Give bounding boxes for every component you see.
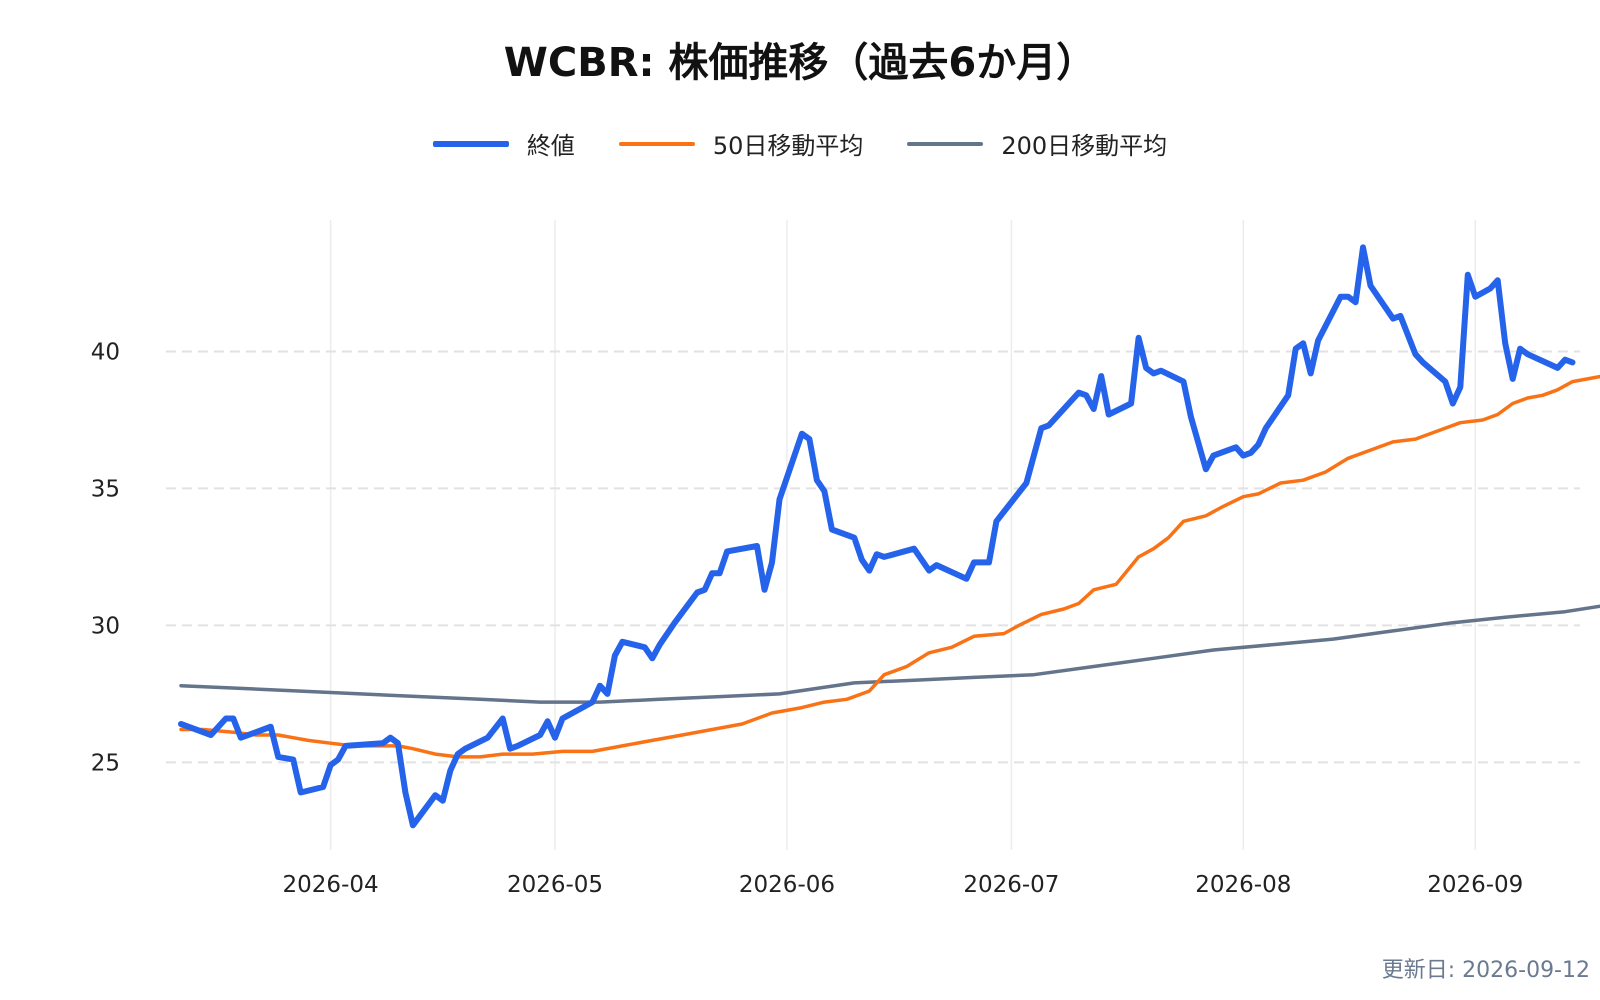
- series-line-ma200: [179, 604, 1600, 704]
- x-tick-label: 2026-07: [963, 872, 1059, 898]
- legend-label-ma200: 200日移動平均: [1001, 132, 1168, 160]
- legend-label-ma50: 50日移動平均: [712, 132, 864, 160]
- legend-item-close: 終値: [432, 126, 575, 161]
- y-tick-label: 30: [91, 613, 120, 639]
- x-tick-label: 2026-04: [283, 872, 379, 898]
- legend-swatch-close: [432, 140, 509, 147]
- legend-label-close: 終値: [526, 132, 575, 160]
- series-line-close: [178, 244, 1576, 829]
- y-tick-label: 35: [91, 476, 120, 502]
- legend-item-ma50: 50日移動平均: [618, 126, 864, 161]
- x-tick-label: 2026-05: [507, 872, 603, 898]
- y-tick-label: 25: [91, 750, 120, 776]
- x-tick-label: 2026-06: [739, 872, 835, 898]
- legend: 終値 50日移動平均 200日移動平均: [0, 126, 1600, 161]
- legend-item-ma200: 200日移動平均: [907, 126, 1167, 161]
- legend-swatch-ma200: [907, 141, 984, 146]
- y-tick-label: 40: [91, 339, 120, 365]
- x-tick-label: 2026-09: [1427, 872, 1523, 898]
- update-date-label: 更新日: 2026-09-12: [1381, 958, 1590, 983]
- chart-title: WCBR: 株価推移（過去6か月）: [503, 40, 1097, 86]
- legend-swatch-ma50: [618, 141, 695, 146]
- series-line-ma50: [179, 374, 1600, 759]
- x-tick-label: 2026-08: [1195, 872, 1291, 898]
